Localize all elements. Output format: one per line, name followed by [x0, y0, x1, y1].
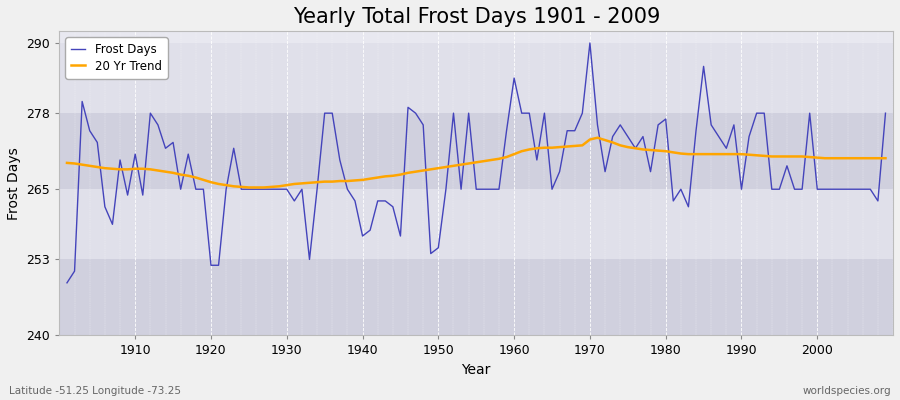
20 Yr Trend	[122, 167, 133, 172]
20 Yr Trend	[508, 152, 519, 156]
Frost Days	[289, 198, 300, 203]
Frost Days	[61, 280, 72, 285]
20 Yr Trend	[342, 179, 353, 184]
Bar	[59, 113, 893, 189]
X-axis label: Year: Year	[462, 363, 490, 377]
Legend: Frost Days, 20 Yr Trend: Frost Days, 20 Yr Trend	[66, 37, 167, 78]
Frost Days	[501, 128, 512, 133]
Frost Days	[880, 111, 891, 116]
Text: worldspecies.org: worldspecies.org	[803, 386, 891, 396]
Frost Days	[122, 193, 133, 198]
Bar	[59, 260, 893, 336]
Text: Latitude -51.25 Longitude -73.25: Latitude -51.25 Longitude -73.25	[9, 386, 181, 396]
Frost Days	[335, 158, 346, 162]
20 Yr Trend	[615, 143, 626, 148]
Line: 20 Yr Trend: 20 Yr Trend	[67, 138, 886, 188]
20 Yr Trend	[244, 185, 255, 190]
20 Yr Trend	[880, 156, 891, 161]
Frost Days	[608, 134, 618, 139]
Y-axis label: Frost Days: Frost Days	[7, 147, 21, 220]
Line: Frost Days: Frost Days	[67, 43, 886, 283]
Frost Days	[508, 76, 519, 80]
20 Yr Trend	[517, 149, 527, 154]
Bar	[59, 43, 893, 113]
20 Yr Trend	[61, 160, 72, 165]
Frost Days	[584, 40, 595, 45]
Bar	[59, 189, 893, 260]
20 Yr Trend	[296, 181, 307, 186]
Title: Yearly Total Frost Days 1901 - 2009: Yearly Total Frost Days 1901 - 2009	[292, 7, 660, 27]
20 Yr Trend	[592, 135, 603, 140]
